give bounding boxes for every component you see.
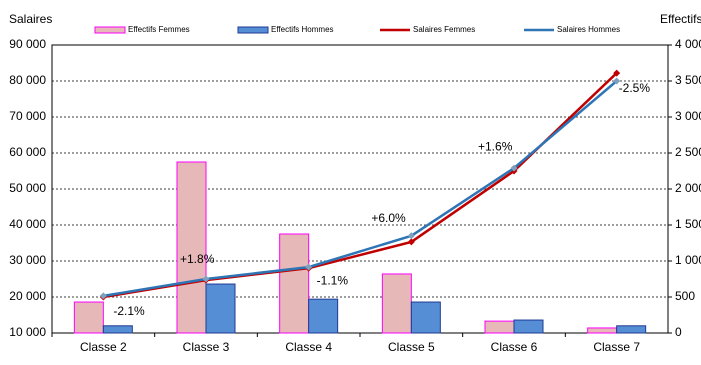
y-tick-label: 80 000 <box>9 73 46 87</box>
marker <box>613 69 621 77</box>
legend-swatch <box>237 26 269 34</box>
bar <box>73 301 104 334</box>
bar <box>176 161 207 334</box>
legend-swatch <box>94 26 126 34</box>
y2-tick-label: 2 000 <box>675 181 701 195</box>
x-tick-label: Classe 2 <box>80 340 127 354</box>
annotation: +1.6% <box>478 139 513 153</box>
marker <box>305 263 313 271</box>
y-tick-label: 20 000 <box>9 289 46 303</box>
y-axis-label: Salaires <box>9 12 52 26</box>
bar <box>279 233 310 334</box>
bar <box>308 298 339 334</box>
annotation: +6.0% <box>371 211 406 225</box>
y-tick-label: 30 000 <box>9 253 46 267</box>
marker <box>202 275 210 283</box>
line <box>103 80 618 298</box>
x-tick-label: Classe 6 <box>491 340 538 354</box>
legend-label: Effectifs Hommes <box>271 25 334 34</box>
legend-label: Effectifs Femmes <box>128 25 190 34</box>
annotation: -1.1% <box>317 273 349 287</box>
bar <box>484 320 515 334</box>
y-tick-label: 10 000 <box>9 325 46 339</box>
x-tick-label: Classe 5 <box>388 340 435 354</box>
bar <box>205 283 236 334</box>
bar <box>587 327 618 334</box>
y2-tick-label: 1 500 <box>675 217 701 231</box>
y-tick-label: 70 000 <box>9 109 46 123</box>
bar <box>102 325 133 334</box>
legend-label: Salaires Femmes <box>413 25 475 34</box>
marker <box>99 292 107 300</box>
y-tick-label: 90 000 <box>9 37 46 51</box>
y2-tick-label: 500 <box>675 289 695 303</box>
bar <box>410 301 441 334</box>
y2-tick-label: 3 500 <box>675 73 701 87</box>
y2-tick-label: 4 000 <box>675 37 701 51</box>
y-tick-label: 50 000 <box>9 181 46 195</box>
marker <box>510 164 518 172</box>
annotation: -2.5% <box>619 81 651 95</box>
y-tick-label: 40 000 <box>9 217 46 231</box>
x-tick-label: Classe 3 <box>183 340 230 354</box>
annotation: -2.1% <box>113 304 145 318</box>
bar <box>381 273 412 334</box>
y2-tick-label: 0 <box>675 325 682 339</box>
y2-tick-label: 1 000 <box>675 253 701 267</box>
x-tick-label: Classe 4 <box>285 340 332 354</box>
y-tick-label: 60 000 <box>9 145 46 159</box>
y2-axis-label: Effectifs <box>660 12 701 26</box>
annotation: +1.8% <box>180 252 215 266</box>
y2-tick-label: 2 500 <box>675 145 701 159</box>
bar <box>513 319 544 334</box>
marker <box>407 232 415 240</box>
marker <box>613 77 621 85</box>
x-tick-label: Classe 7 <box>593 340 640 354</box>
legend-label: Salaires Hommes <box>557 25 620 34</box>
y2-tick-label: 3 000 <box>675 109 701 123</box>
bar <box>616 325 647 334</box>
marker <box>407 238 415 246</box>
